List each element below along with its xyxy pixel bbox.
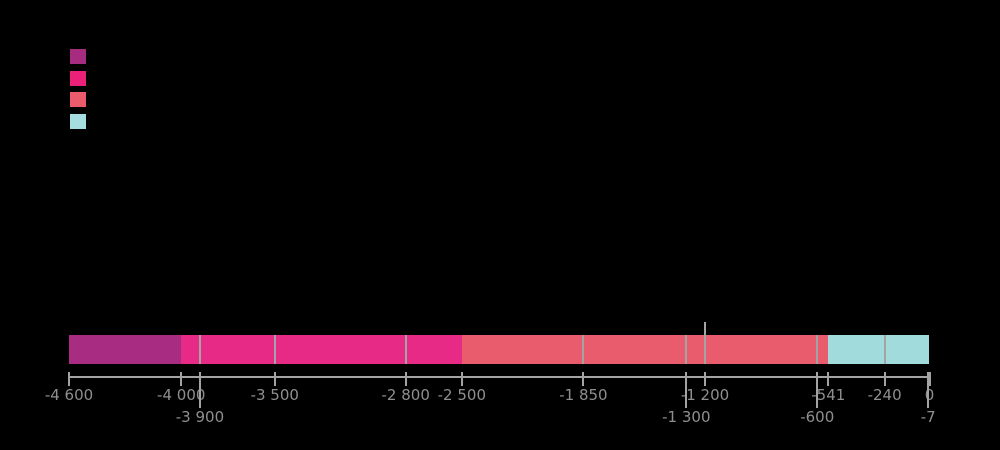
legend-swatch-1	[70, 49, 86, 64]
axis-tick	[704, 372, 707, 386]
axis-tick	[883, 372, 886, 386]
segment-divider	[704, 335, 707, 364]
bar-segment-3	[461, 335, 829, 364]
axis-tick-label-row2: -600	[800, 408, 835, 426]
axis-tick	[582, 372, 585, 386]
segment-divider	[198, 335, 201, 364]
legend-swatch-2	[70, 70, 86, 86]
axis-tick	[827, 372, 830, 386]
axis-tick	[927, 372, 930, 408]
axis-tick	[816, 372, 819, 408]
axis-tick-label-row2: -1 300	[662, 408, 711, 426]
segment-divider	[883, 335, 886, 364]
legend-swatch-3	[70, 92, 86, 107]
axis-tick-label-row1: -2 500	[437, 386, 487, 404]
segment-divider	[404, 335, 407, 364]
axis-tick-label-row2: -7	[920, 408, 936, 426]
axis-tick-label-row1: -4 000	[157, 386, 206, 404]
segment-divider	[582, 335, 585, 364]
x-axis-line	[68, 376, 930, 378]
axis-tick	[685, 372, 688, 408]
axis-tick-label-row1: -240	[867, 386, 902, 404]
legend-swatch-4	[70, 113, 86, 129]
axis-tick-label-row1: -1 850	[559, 386, 608, 404]
axis-tick-label-row1: 0	[924, 386, 935, 404]
axis-tick	[404, 372, 407, 386]
bar-segment-4	[828, 335, 930, 364]
axis-tick-label-row1: -3 500	[250, 386, 299, 404]
segment-divider	[816, 335, 819, 364]
axis-tick	[198, 372, 201, 408]
axis-tick	[273, 372, 276, 386]
axis-tick	[68, 372, 70, 386]
axis-tick	[180, 372, 183, 386]
axis-tick-label-row1: -541	[811, 386, 846, 404]
bar-segment-1	[69, 335, 182, 364]
bar-segment-2	[181, 335, 462, 364]
axis-tick	[460, 372, 463, 386]
axis-tick	[928, 372, 931, 386]
axis-tick-label-row1: -4 600	[44, 386, 94, 404]
axis-tick-label-row1: -2 800	[381, 386, 430, 404]
segment-divider	[273, 335, 276, 364]
segment-divider	[685, 335, 688, 364]
axis-tick-label-row1: -1 200	[680, 386, 730, 404]
event-marker-line	[704, 322, 707, 335]
axis-tick-label-row2: -3 900	[175, 408, 225, 426]
